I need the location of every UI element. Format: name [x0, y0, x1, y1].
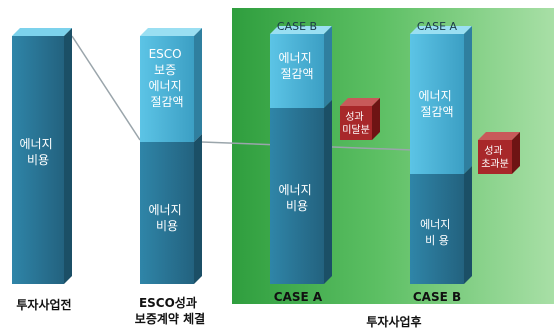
- case-a-top-label: CASE A: [417, 20, 458, 33]
- excess-box: [478, 132, 520, 174]
- case-b-top-label: CASE B: [277, 20, 317, 33]
- connector-top: [71, 35, 141, 141]
- esco-lower-text: 에너지 비용: [149, 203, 186, 233]
- case-b-lower-text: 에너지 비용: [279, 183, 316, 213]
- case-a-lower-text: 에너지 비 용: [420, 218, 454, 247]
- excess-text: 성과 초과분: [481, 145, 509, 170]
- shortfall-text: 성과 미달분: [342, 111, 370, 136]
- bar-case-a: [410, 26, 472, 284]
- before-bar-text: 에너지 비용: [20, 137, 57, 167]
- bar-before-investment: [12, 28, 72, 284]
- after-caption: 투자사업후: [366, 314, 421, 329]
- esco-caption: ESCO성과 보증계약 체결: [135, 295, 205, 326]
- bar-esco-guarantee: [140, 28, 202, 284]
- case-b-bottom-label: CASE A: [274, 290, 323, 304]
- esco-upper-text: ESCO 보증 에너지 절감액: [149, 47, 186, 109]
- bar-case-b: [270, 26, 332, 284]
- case-b-upper-text: 에너지 절감액: [279, 51, 316, 81]
- before-caption: 투자사업전: [16, 297, 71, 312]
- case-a-bottom-label: CASE B: [413, 290, 461, 304]
- shortfall-box: [340, 98, 380, 140]
- case-a-upper-text: 에너지 절감액: [419, 89, 456, 119]
